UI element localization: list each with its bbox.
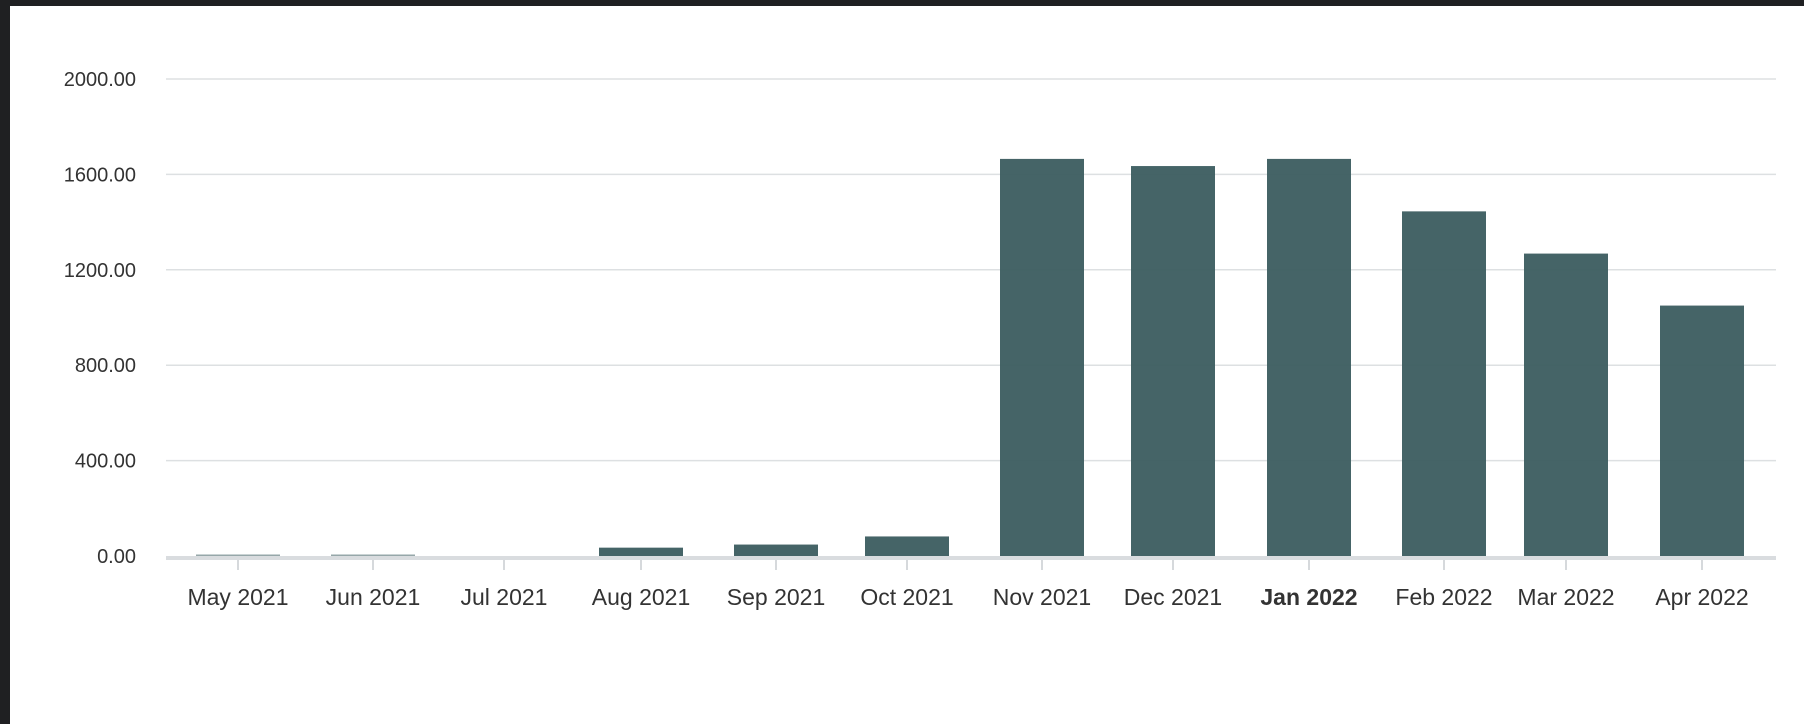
x-tick-label[interactable]: Dec 2021 xyxy=(1124,584,1222,610)
y-tick-label: 800.00 xyxy=(75,355,136,377)
bar[interactable] xyxy=(1402,211,1486,556)
grid-lines xyxy=(166,78,1776,462)
bar[interactable] xyxy=(734,544,818,556)
y-tick-label: 400.00 xyxy=(75,451,136,473)
x-tick-label[interactable]: Aug 2021 xyxy=(592,584,690,610)
y-tick-label: 1200.00 xyxy=(64,260,136,282)
y-axis-labels: 0.00 400.00 800.00 1200.00 1600.00 2000.00 xyxy=(64,69,136,568)
x-axis-labels: May 2021 Jun 2021 Jul 2021 Aug 2021 Sep 2021… xyxy=(187,584,1748,610)
y-tick-label: 2000.00 xyxy=(64,69,136,91)
bar[interactable] xyxy=(1267,158,1351,556)
bar[interactable] xyxy=(599,547,683,556)
x-tick-label[interactable]: May 2021 xyxy=(187,584,288,610)
x-tick-label[interactable]: Nov 2021 xyxy=(993,584,1091,610)
bar[interactable] xyxy=(196,554,280,557)
bars xyxy=(196,158,1744,557)
x-axis-ticks xyxy=(237,560,1703,570)
bar[interactable] xyxy=(1131,166,1215,557)
x-tick-label[interactable]: Sep 2021 xyxy=(727,584,825,610)
bar-chart: 0.00 400.00 800.00 1200.00 1600.00 2000.00 Ma… xyxy=(64,69,1776,610)
bar[interactable] xyxy=(1660,305,1744,556)
x-tick-label[interactable]: Mar 2022 xyxy=(1517,584,1614,610)
bar[interactable] xyxy=(331,554,415,557)
x-tick-label[interactable]: Jul 2021 xyxy=(461,584,548,610)
bar[interactable] xyxy=(1524,253,1608,556)
y-tick-label: 1600.00 xyxy=(64,164,136,186)
x-tick-label[interactable]: Apr 2022 xyxy=(1655,584,1748,610)
x-tick-label[interactable]: Jun 2021 xyxy=(326,584,421,610)
x-tick-label[interactable]: Oct 2021 xyxy=(860,584,953,610)
y-tick-label: 0.00 xyxy=(97,546,136,568)
chart-panel: 0.00 400.00 800.00 1200.00 1600.00 2000.00 Ma… xyxy=(10,6,1804,724)
x-tick-label[interactable]: Feb 2022 xyxy=(1395,584,1492,610)
bar[interactable] xyxy=(1000,158,1084,556)
x-tick-label[interactable]: Jan 2022 xyxy=(1260,584,1357,610)
bar[interactable] xyxy=(865,536,949,556)
